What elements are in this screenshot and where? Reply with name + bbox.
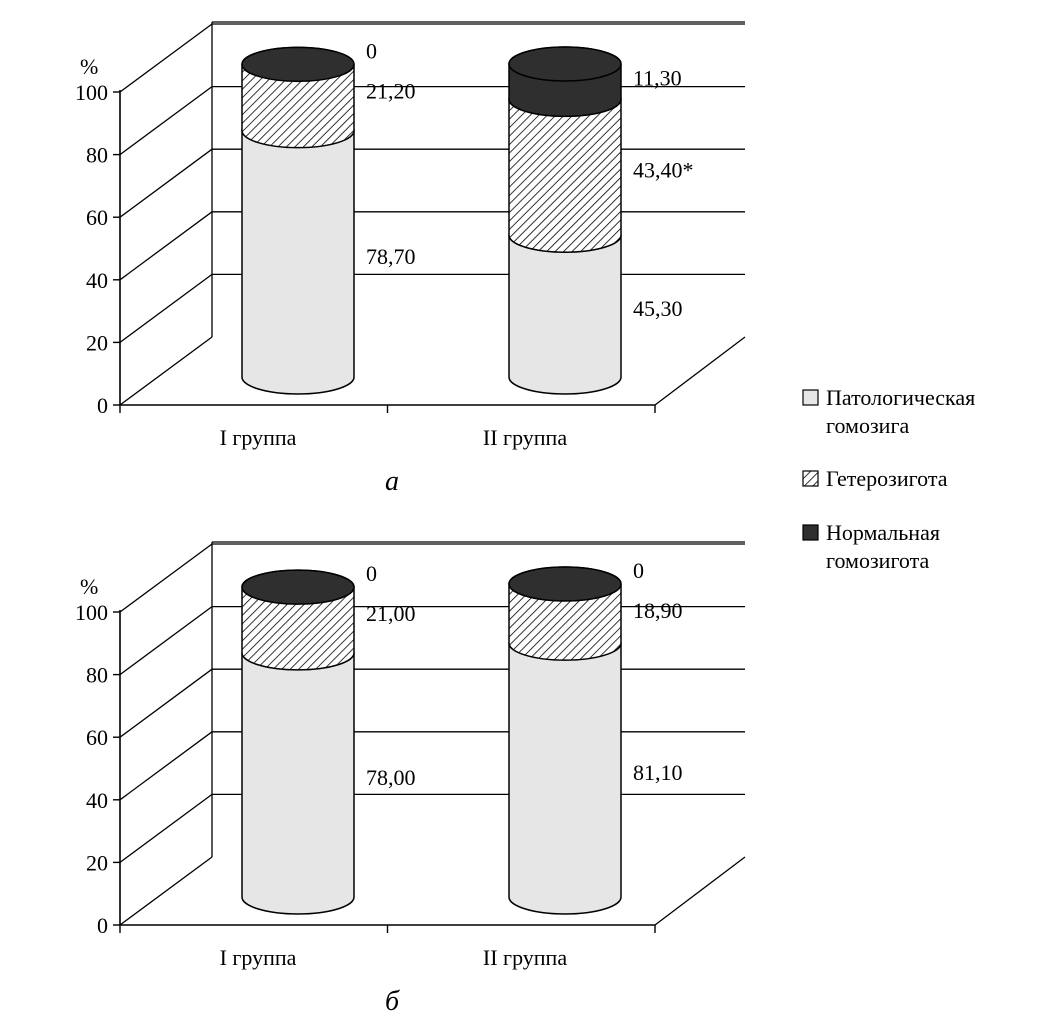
y-tick-label: 0 xyxy=(97,393,108,418)
bar-top-cap xyxy=(241,46,355,83)
grid-diagonal xyxy=(119,793,213,863)
data-label-normal: 0 xyxy=(366,561,377,586)
legend-label-1: Патологическая xyxy=(826,385,975,410)
x-category-label: II группа xyxy=(483,945,567,970)
data-label-normal: 0 xyxy=(633,558,644,583)
grid-diagonal xyxy=(119,543,213,613)
x-category-label: I группа xyxy=(220,945,297,970)
bar-top-cap xyxy=(508,566,622,602)
legend: Патологическая гомозига Гетерозигота Нор… xyxy=(802,385,975,573)
y-unit-label: % xyxy=(80,574,98,599)
grid-diagonal xyxy=(119,273,213,343)
grid-diagonal xyxy=(119,731,213,801)
floor-right-edge xyxy=(654,856,746,926)
y-tick-label: 100 xyxy=(75,80,108,105)
bar-segment-pathological xyxy=(241,112,355,395)
grid-diagonal xyxy=(119,606,213,676)
legend-swatch-dark xyxy=(802,524,819,541)
data-label-hetero: 43,40* xyxy=(633,157,694,182)
legend-label-3b: гомозигота xyxy=(826,548,930,573)
legend-label-3: Нормальная xyxy=(826,520,940,545)
data-label-pathological: 78,70 xyxy=(366,244,416,269)
data-label-pathological: 45,30 xyxy=(633,296,683,321)
x-category-label: II группа xyxy=(483,425,567,450)
grid-diagonal xyxy=(119,23,213,93)
y-tick-label: 60 xyxy=(86,725,108,750)
data-label-hetero: 21,00 xyxy=(366,601,416,626)
bar-segment-pathological xyxy=(241,635,355,915)
chart-panel-b: 0 20 40 60 80 100% I группа II группа 78,00 21,00… xyxy=(75,541,746,970)
y-tick-label: 60 xyxy=(86,205,108,230)
grid-diagonal xyxy=(119,86,213,156)
data-label-hetero: 18,90 xyxy=(633,598,683,623)
grid-diagonal xyxy=(119,336,213,406)
bar-top-cap xyxy=(508,46,622,82)
y-tick-label: 20 xyxy=(86,330,108,355)
bar-segment-pathological xyxy=(508,625,622,915)
legend-label-2: Гетерозигота xyxy=(826,466,948,491)
data-label-pathological: 81,10 xyxy=(633,760,683,785)
y-tick-label: 40 xyxy=(86,268,108,293)
grid-diagonal xyxy=(119,856,213,926)
y-tick-label: 100 xyxy=(75,600,108,625)
panel-label-b: б xyxy=(385,986,400,1017)
chart-panel-a: 0 20 40 60 80 100% I группа II группа 78,70 21,20… xyxy=(75,21,746,450)
grid-diagonal xyxy=(119,211,213,281)
bar-top-cap xyxy=(241,569,355,605)
y-tick-label: 20 xyxy=(86,850,108,875)
grid-diagonal xyxy=(119,668,213,738)
grid-diagonal xyxy=(119,148,213,218)
y-tick-label: 0 xyxy=(97,913,108,938)
legend-swatch-hatch xyxy=(802,470,819,487)
y-tick-label: 80 xyxy=(86,663,108,688)
legend-label-1b: гомозига xyxy=(826,413,909,438)
data-label-hetero: 21,20 xyxy=(366,78,416,103)
y-unit-label: % xyxy=(80,54,98,79)
data-label-normal: 0 xyxy=(366,38,377,63)
x-category-label: I группа xyxy=(220,425,297,450)
panel-label-a: а xyxy=(385,466,399,497)
data-label-pathological: 78,00 xyxy=(366,765,416,790)
y-tick-label: 80 xyxy=(86,143,108,168)
floor-right-edge xyxy=(654,336,746,406)
data-label-normal: 11,30 xyxy=(633,66,682,91)
legend-swatch-light xyxy=(802,389,819,406)
y-tick-label: 40 xyxy=(86,788,108,813)
